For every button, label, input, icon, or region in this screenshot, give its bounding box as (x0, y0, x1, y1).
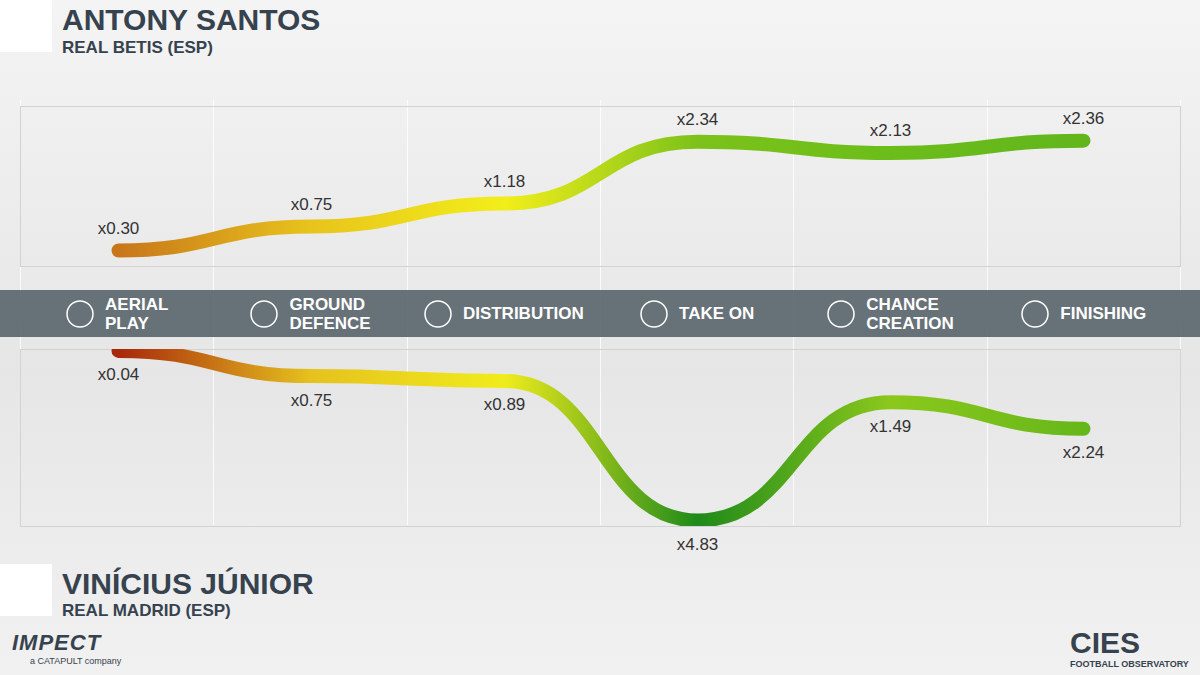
svg-text:x2.36: x2.36 (1063, 109, 1105, 128)
html-text:REAL MADRID (ESP): REAL MADRID (ESP) (62, 601, 231, 620)
html-text:FOOTBALL OBSERVATORY: FOOTBALL OBSERVATORY (1070, 659, 1189, 669)
html-text:GROUND: GROUND (289, 294, 365, 314)
svg-text:x1.49: x1.49 (870, 417, 912, 436)
svg-text:x0.04: x0.04 (98, 365, 140, 384)
svg-text:x2.13: x2.13 (870, 121, 912, 140)
html-text:DISTRIBUTION: DISTRIBUTION (462, 304, 584, 323)
svg-text:x1.18: x1.18 (484, 172, 526, 191)
html-text:a CATAPULT company: a CATAPULT company (30, 656, 122, 666)
svg-text:x2.24: x2.24 (1063, 443, 1105, 462)
html-text:CHANCE: CHANCE (866, 294, 939, 314)
html-text:FINISHING: FINISHING (1060, 304, 1147, 323)
svg-text:x0.75: x0.75 (291, 195, 333, 214)
html-text:ANTONY SANTOS: ANTONY SANTOS (62, 3, 321, 36)
html-text:IMPECT: IMPECT (12, 630, 102, 655)
html-text:CIES: CIES (1070, 626, 1140, 659)
svg-text:x4.83: x4.83 (677, 535, 719, 554)
svg-text:x0.89: x0.89 (484, 395, 526, 414)
svg-text:x0.75: x0.75 (291, 390, 333, 409)
html-text:DEFENCE: DEFENCE (289, 313, 371, 333)
html-text:REAL BETIS (ESP): REAL BETIS (ESP) (62, 38, 213, 57)
html-text:TAKE ON: TAKE ON (679, 304, 755, 323)
html-text:VINÍCIUS JÚNIOR: VINÍCIUS JÚNIOR (62, 567, 314, 600)
html-text:CREATION: CREATION (866, 313, 954, 333)
svg-text:x2.34: x2.34 (677, 110, 719, 129)
svg-text:x0.30: x0.30 (98, 219, 140, 238)
html-text:PLAY: PLAY (105, 313, 149, 333)
html-text:AERIAL: AERIAL (105, 294, 169, 314)
